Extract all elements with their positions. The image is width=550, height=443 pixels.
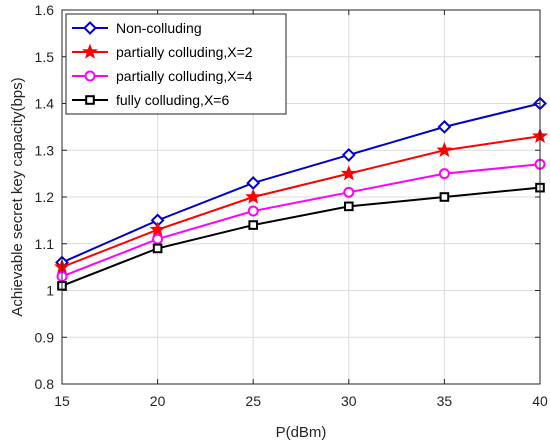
y-tick-label: 1.6: [35, 2, 55, 18]
data-point: [343, 186, 355, 198]
legend-item: partially colluding,X=4: [72, 68, 253, 84]
legend-marker: [84, 70, 96, 82]
data-point: [340, 165, 357, 181]
y-tick-label: 1: [46, 283, 54, 299]
legend-marker: [85, 95, 95, 105]
data-point: [437, 119, 452, 134]
series-line: [61, 102, 541, 264]
legend-item: Non-colluding: [72, 20, 202, 36]
legend-item: partially colluding,X=2: [72, 43, 253, 60]
data-point: [152, 233, 164, 245]
data-point: [439, 192, 450, 202]
legend-label: partially colluding,X=2: [116, 44, 253, 60]
y-tick-label: 0.8: [35, 376, 55, 392]
series-line: [61, 135, 541, 269]
series-layer: [54, 96, 548, 291]
series-line: [61, 186, 541, 287]
legend-label: fully colluding,X=6: [116, 92, 229, 108]
y-axis-label: Achievable secret key capacity(bps): [9, 77, 26, 316]
x-tick-label: 15: [54, 393, 70, 409]
y-tick-label: 1.2: [35, 189, 55, 205]
data-point: [438, 168, 450, 180]
y-tick-label: 1.1: [35, 236, 55, 252]
x-axis-label: P(dBm): [276, 424, 327, 441]
legend-marker: [83, 21, 97, 35]
legend-box: [65, 13, 287, 115]
legend: Non-colluding partially colluding,X=2 part…: [65, 13, 287, 115]
x-tick-label: 25: [245, 393, 261, 409]
tick-labels: 15 20 25 30 35 40 0.8 0.9 1 1.1 1.2 1.3 1.4 1.5 1.6: [35, 2, 548, 409]
y-tick-label: 0.9: [35, 329, 55, 345]
data-point: [245, 188, 262, 204]
legend-marker: [82, 43, 98, 59]
data-point: [248, 220, 258, 230]
x-tick-label: 20: [150, 393, 166, 409]
y-tick-label: 1.3: [35, 142, 55, 158]
data-point: [341, 148, 356, 162]
x-tick-label: 40: [532, 393, 548, 409]
series-line: [61, 163, 541, 278]
axis-ticks: [61, 9, 541, 385]
x-tick-label: 30: [341, 393, 357, 409]
data-point: [247, 205, 259, 217]
series: [55, 96, 547, 270]
legend-item: fully colluding,X=6: [72, 92, 229, 108]
legend-label: Non-colluding: [116, 20, 202, 36]
data-point: [149, 221, 166, 237]
data-point: [152, 243, 163, 254]
y-tick-label: 1.4: [35, 96, 55, 112]
x-tick-label: 35: [437, 393, 453, 409]
data-point: [246, 176, 261, 190]
y-tick-label: 1.5: [35, 49, 55, 65]
data-point: [344, 201, 354, 212]
data-point: [436, 141, 453, 158]
legend-label: partially colluding,X=4: [116, 68, 253, 84]
